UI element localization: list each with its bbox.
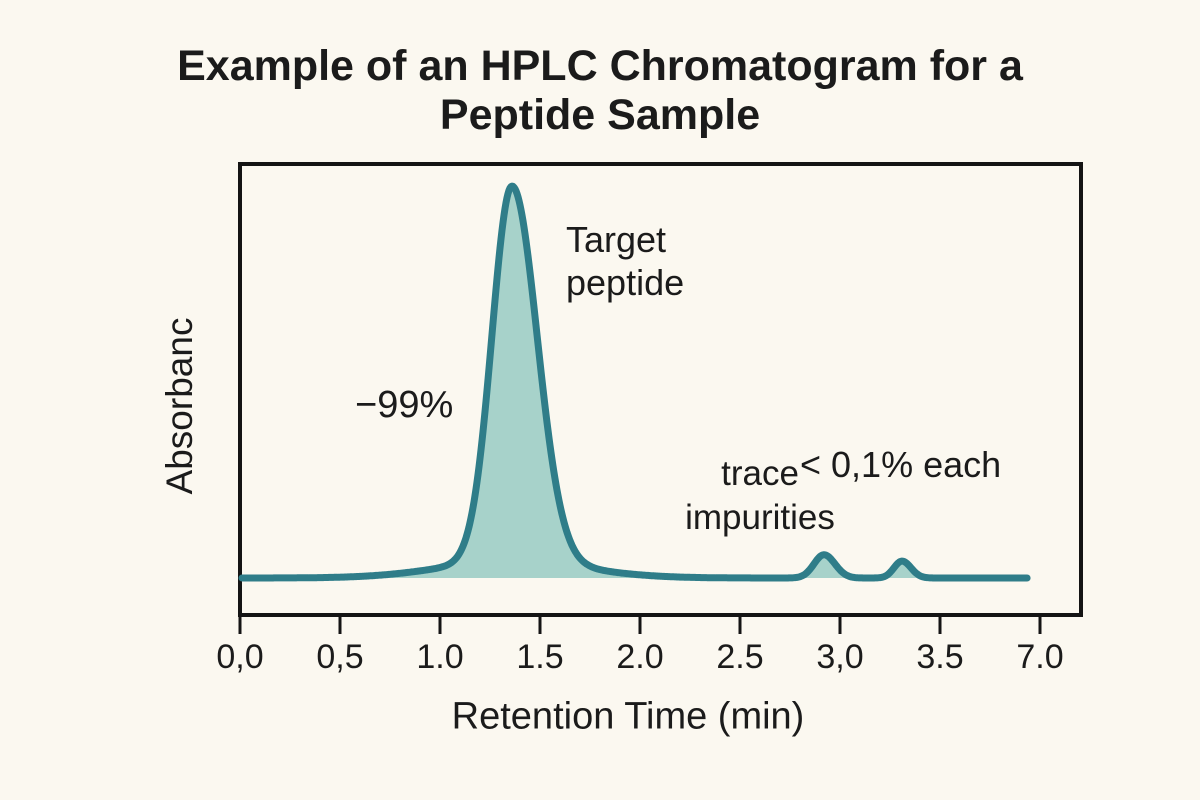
annotation-purity-percent: −99% [355,384,454,426]
x-tick-label: 0,5 [316,638,364,676]
annotation-trace-impurities: trace impurities [685,454,835,538]
x-tick-label: 3.5 [916,638,964,676]
x-tick-label: 3,0 [816,638,864,676]
y-axis-label: Absorbanc [159,317,200,495]
chart-title: Example of an HPLC Chromatogram for a Pe… [177,42,1023,140]
x-tick-mark [838,617,842,634]
x-tick-label: 1.5 [516,638,564,676]
annotation-target-peptide: Target peptide [566,219,685,304]
x-tick-mark [1038,617,1042,634]
x-tick-mark [238,617,242,634]
x-tick-mark [438,617,442,634]
x-tick-label: 7.0 [1016,638,1064,676]
x-tick-label: 2.0 [616,638,664,676]
x-tick-mark [738,617,742,634]
x-tick-label: 1.0 [416,638,464,676]
x-tick-mark [938,617,942,634]
x-tick-mark [538,617,542,634]
x-tick-mark [338,617,342,634]
x-tick-label: 2.5 [716,638,764,676]
annotation-impurity-amount: < 0,1% each [800,444,1002,485]
x-tick-label: 0,0 [216,638,264,676]
x-axis-label: Retention Time (min) [451,695,805,738]
x-tick-mark [638,617,642,634]
